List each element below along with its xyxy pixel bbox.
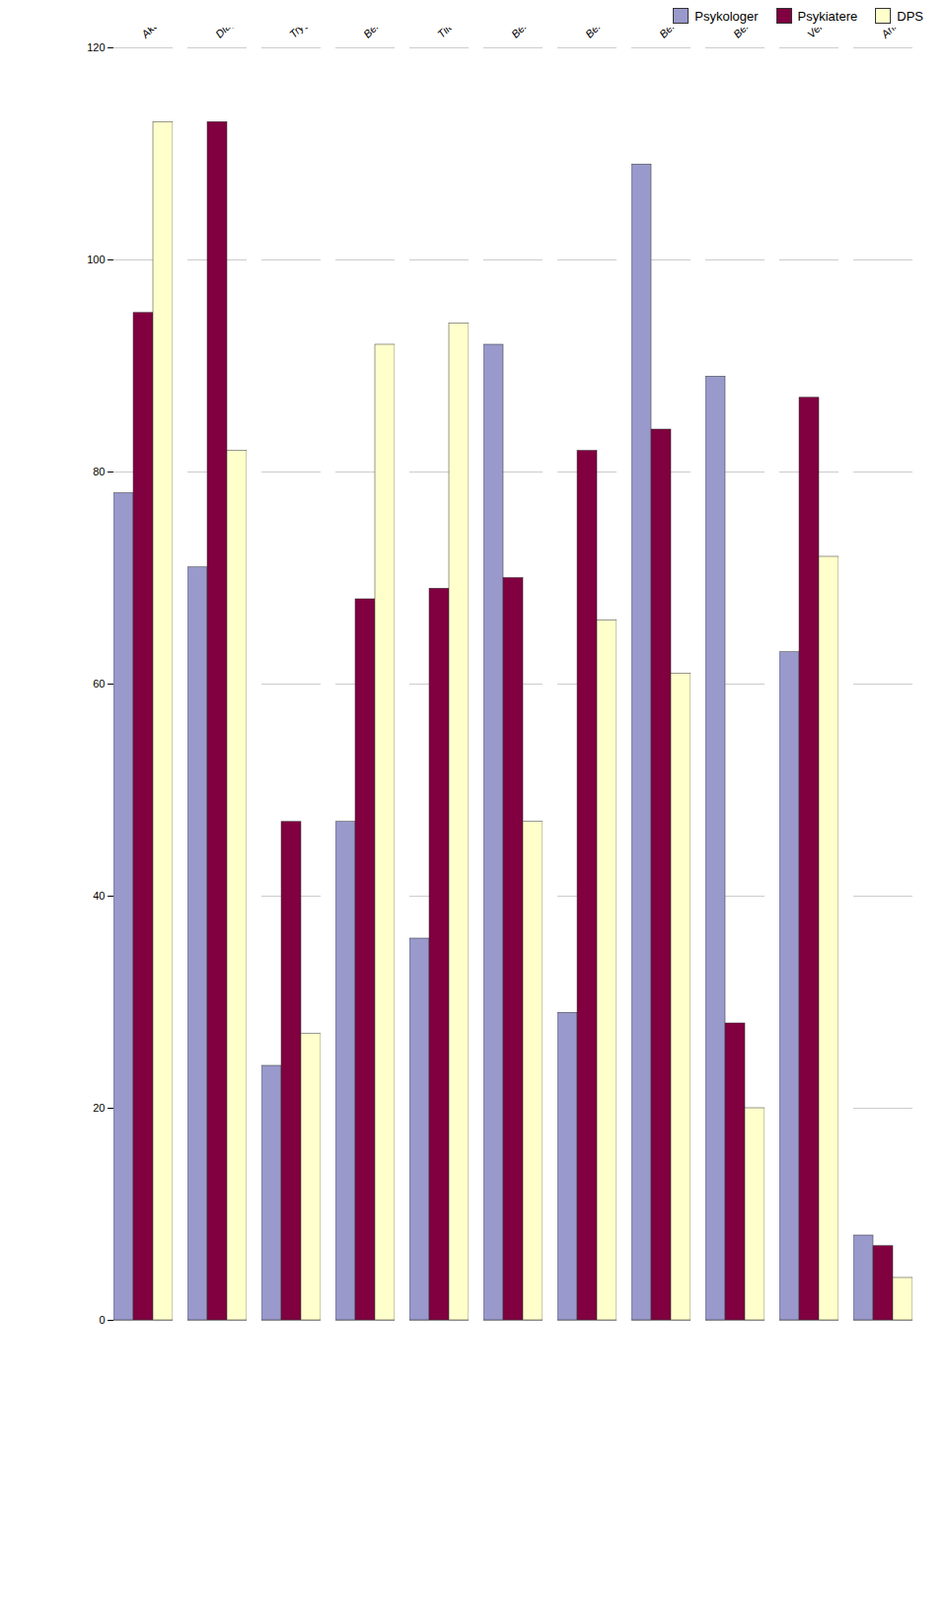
svg-text:Behandling av somatiserende li: Behandling av somatiserende lidelser	[509, 27, 647, 41]
svg-text:Behandling av lettere psykiske: Behandling av lettere psykiske lidelser	[730, 27, 871, 41]
html-text:DPS: DPS	[896, 8, 924, 24]
svg-text:60: 60	[92, 677, 105, 690]
svg-text:Tiltak ved suicidalfare: Tiltak ved suicidalfare	[435, 27, 517, 41]
svg-text:Akutt hjelp v / kriser: Akutt hjelp v / kriser	[138, 27, 216, 41]
svg-text:Diagnostikk/ utredning: Diagnostikk/ utredning	[213, 27, 298, 41]
svg-text:0: 0	[98, 1313, 105, 1326]
svg-text:100: 100	[86, 253, 105, 266]
svg-text:80: 80	[92, 465, 105, 478]
svg-text:Behandling av psykoseproblemat: Behandling av psykoseproblematikk	[582, 27, 715, 41]
svg-text:Trygdeerklæringer: Trygdeerklæringer	[287, 27, 359, 41]
html-text:Psykiatere: Psykiatere	[797, 8, 858, 24]
svg-text:120: 120	[86, 41, 105, 54]
svg-text:Annet: Annet	[877, 27, 908, 41]
html-text:Psykologer: Psykologer	[694, 8, 759, 24]
svg-text:Veiledning i rådgivning til fa: Veiledning i rådgivning til fastlegene	[804, 27, 936, 41]
svg-text:20: 20	[92, 1101, 105, 1114]
svg-text:40: 40	[92, 889, 105, 902]
svg-text:Behandling av angst og depresj: Behandling av angst og depresjon	[656, 27, 782, 41]
